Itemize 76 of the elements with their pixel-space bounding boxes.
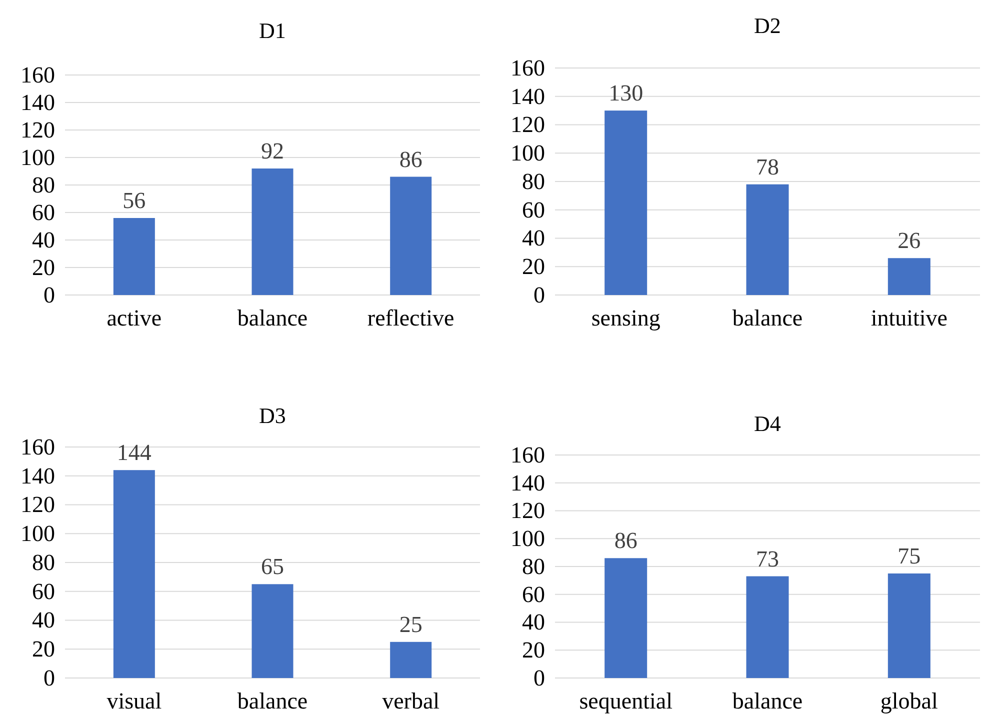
- bar: [390, 642, 432, 678]
- y-tick-label: 140: [20, 90, 55, 115]
- y-tick-label: 100: [20, 520, 55, 546]
- y-tick-label: 60: [522, 197, 545, 222]
- y-tick-label: 160: [20, 62, 55, 88]
- x-tick-label: sensing: [591, 305, 661, 330]
- y-tick-label: 60: [32, 578, 55, 604]
- x-tick-label: verbal: [382, 688, 440, 714]
- x-tick-label: global: [880, 688, 938, 714]
- y-tick-label: 100: [510, 140, 545, 166]
- y-tick-label: 60: [32, 200, 55, 225]
- x-tick-label: visual: [106, 688, 162, 714]
- bar: [888, 258, 930, 295]
- bar: [604, 558, 648, 678]
- data-label: 73: [756, 546, 779, 572]
- y-tick-label: 160: [510, 442, 545, 468]
- data-label: 75: [898, 543, 921, 568]
- y-tick-label: 0: [44, 665, 55, 690]
- y-tick-label: 20: [522, 637, 545, 662]
- x-tick-label: sequential: [579, 688, 672, 714]
- data-label: 130: [608, 80, 644, 106]
- y-tick-label: 100: [20, 144, 55, 170]
- y-tick-label: 160: [510, 55, 545, 80]
- y-tick-label: 120: [510, 498, 545, 524]
- y-tick-label: 100: [510, 526, 545, 551]
- y-tick-label: 20: [32, 636, 55, 662]
- y-tick-label: 0: [534, 282, 545, 308]
- x-tick-label: balance: [237, 305, 308, 330]
- y-tick-label: 160: [20, 434, 55, 460]
- x-tick-label: intuitive: [870, 305, 948, 330]
- y-tick-label: 80: [32, 550, 55, 575]
- y-tick-label: 140: [20, 463, 55, 488]
- y-tick-label: 0: [44, 282, 55, 308]
- bar: [888, 573, 930, 678]
- y-tick-label: 20: [522, 254, 545, 279]
- bar: [604, 110, 648, 295]
- y-tick-label: 120: [20, 117, 55, 142]
- data-label: 26: [898, 228, 921, 254]
- bar: [746, 184, 789, 295]
- data-label: 144: [116, 440, 152, 466]
- bar: [113, 470, 155, 678]
- bar: [252, 168, 294, 295]
- bar: [390, 176, 432, 295]
- data-label: 56: [122, 188, 146, 213]
- x-tick-label: active: [106, 305, 162, 330]
- x-tick-label: balance: [237, 688, 308, 714]
- chart-title: D1: [259, 18, 286, 43]
- y-tick-label: 20: [32, 254, 55, 280]
- y-tick-label: 40: [522, 226, 545, 251]
- y-tick-label: 0: [534, 665, 545, 690]
- y-tick-label: 60: [522, 582, 545, 607]
- y-tick-label: 80: [522, 554, 545, 579]
- bar: [113, 218, 155, 295]
- bar: [252, 584, 294, 678]
- x-tick-label: reflective: [367, 305, 454, 330]
- data-label: 25: [399, 612, 422, 637]
- y-tick-label: 80: [32, 172, 55, 198]
- y-tick-label: 120: [510, 112, 545, 138]
- y-tick-label: 40: [522, 610, 545, 635]
- data-label: 65: [261, 554, 284, 580]
- data-label: 92: [261, 138, 284, 164]
- y-tick-label: 140: [510, 470, 545, 496]
- x-tick-label: balance: [732, 688, 803, 714]
- y-tick-label: 40: [32, 608, 55, 633]
- y-tick-label: 120: [20, 492, 55, 518]
- y-tick-label: 40: [32, 227, 55, 252]
- chart-title: D3: [259, 403, 286, 428]
- data-label: 86: [399, 146, 422, 172]
- bar: [746, 576, 789, 678]
- chart-title: D2: [754, 13, 781, 38]
- data-label: 86: [614, 528, 638, 554]
- data-label: 78: [756, 154, 779, 180]
- chart-title: D4: [754, 411, 781, 436]
- x-tick-label: balance: [732, 305, 803, 330]
- y-tick-label: 140: [510, 84, 545, 109]
- y-tick-label: 80: [522, 168, 545, 194]
